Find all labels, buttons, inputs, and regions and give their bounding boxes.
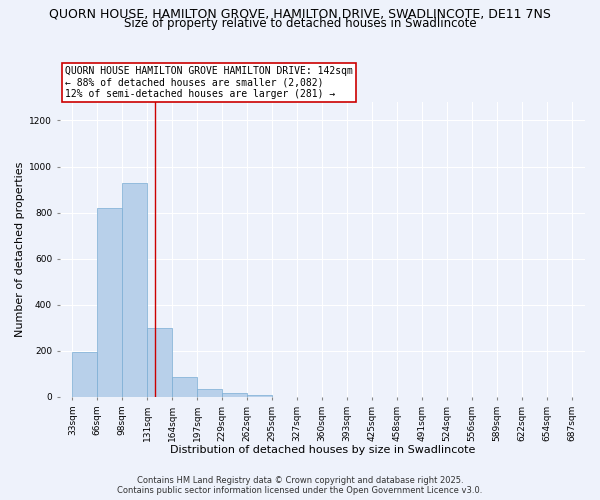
Text: Size of property relative to detached houses in Swadlincote: Size of property relative to detached ho… [124,18,476,30]
Y-axis label: Number of detached properties: Number of detached properties [15,162,25,337]
Bar [73,352,97,397]
Text: QUORN HOUSE, HAMILTON GROVE, HAMILTON DRIVE, SWADLINCOTE, DE11 7NS: QUORN HOUSE, HAMILTON GROVE, HAMILTON DR… [49,8,551,20]
Bar [247,394,272,397]
Text: Contains HM Land Registry data © Crown copyright and database right 2025.
Contai: Contains HM Land Registry data © Crown c… [118,476,482,495]
Bar [172,377,197,397]
X-axis label: Distribution of detached houses by size in Swadlincote: Distribution of detached houses by size … [170,445,475,455]
Bar [97,208,122,397]
Bar [223,394,247,397]
Bar [122,182,147,397]
Text: QUORN HOUSE HAMILTON GROVE HAMILTON DRIVE: 142sqm
← 88% of detached houses are s: QUORN HOUSE HAMILTON GROVE HAMILTON DRIV… [65,66,353,99]
Bar [197,389,222,397]
Bar [148,328,172,397]
